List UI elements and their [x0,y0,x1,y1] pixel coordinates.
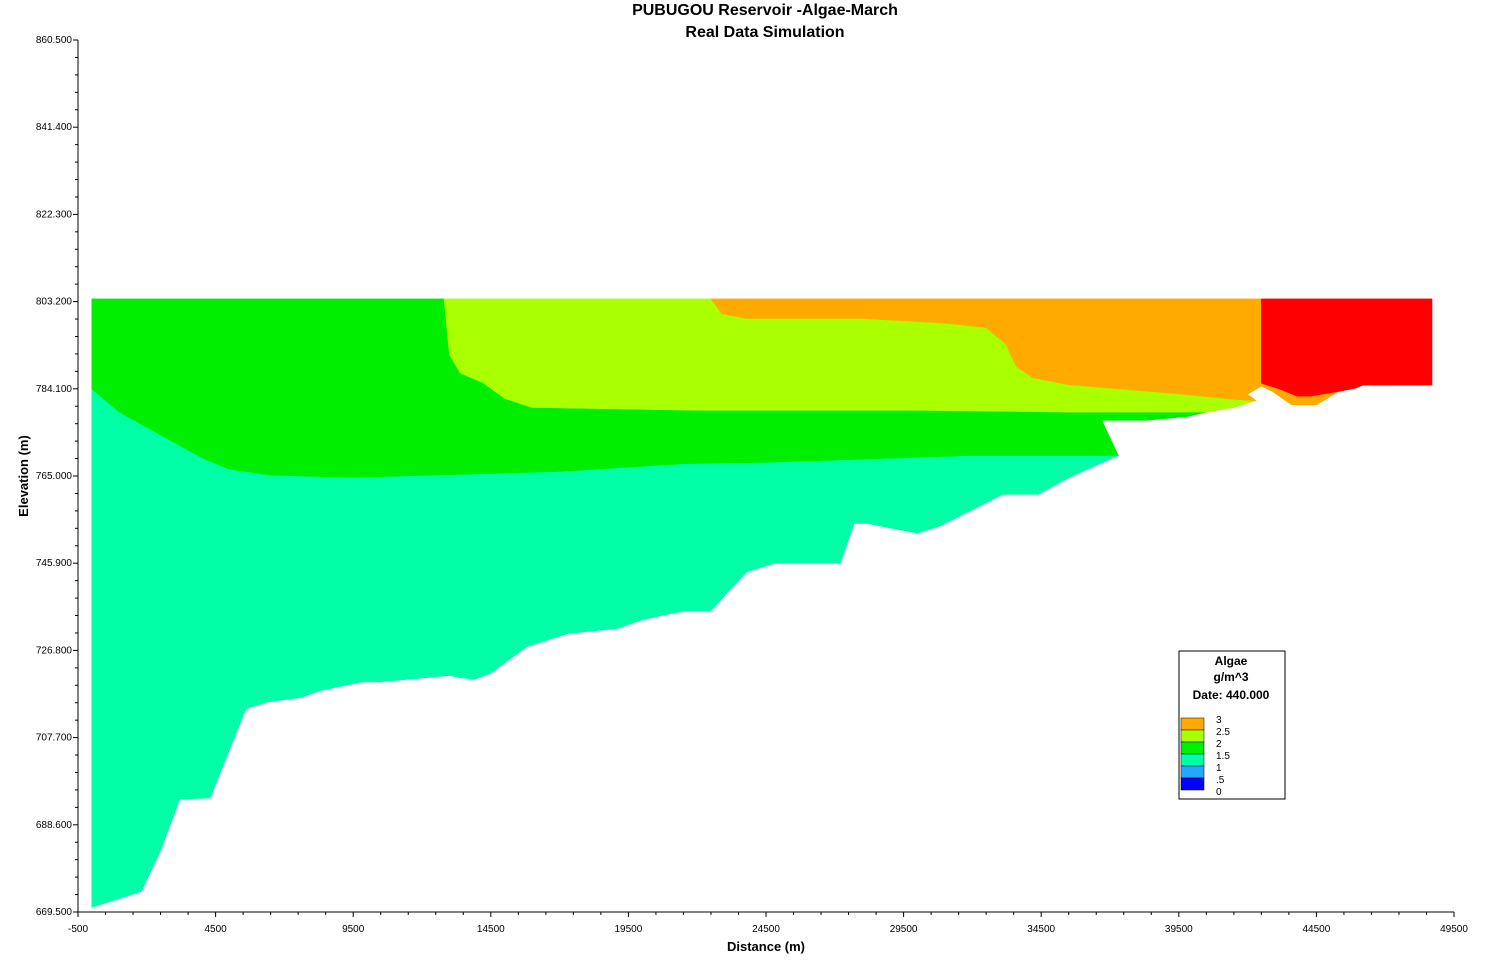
contour-regions [91,298,1433,908]
y-tick-label: 784.100 [36,384,73,395]
legend-label: 2 [1216,739,1222,750]
y-tick-label: 707.700 [36,733,73,744]
x-tick-label: -500 [68,924,88,935]
legend-items: 32.521.51.50 [1180,715,1230,798]
y-tick-label: 745.900 [36,558,73,569]
x-tick-label: 9500 [342,924,365,935]
y-tick-label: 669.500 [36,907,73,918]
x-tick-label: 4500 [204,924,227,935]
legend-swatch [1180,741,1205,755]
chart-subtitle: Real Data Simulation [685,24,844,41]
x-tick-label: 24500 [752,924,780,935]
contour-region-above-3 [1261,298,1433,397]
y-tick-label: 726.800 [36,645,73,656]
x-tick-label: 29500 [890,924,918,935]
legend-swatch [1180,729,1205,743]
x-tick-label: 19500 [614,924,642,935]
axes: 669.500 688.600 707.700 726.800 745.900 765.0… [36,35,1468,935]
legend-label: 2.5 [1216,727,1230,738]
legend-swatch [1180,765,1205,779]
legend-swatch [1180,717,1205,731]
x-tick-label: 14500 [477,924,505,935]
x-tick-label: 49500 [1440,924,1468,935]
legend-label: 0 [1216,787,1222,798]
legend-unit: g/m^3 [1213,670,1248,684]
legend-label: 3 [1216,715,1222,726]
y-tick-label: 765.000 [36,471,73,482]
legend-label: .5 [1216,775,1225,786]
y-axis-title: Elevation (m) [16,435,31,517]
chart-title: PUBUGOU Reservoir -Algae-March [632,2,898,19]
y-tick-label: 841.400 [36,122,73,133]
y-tick-label: 803.200 [36,297,73,308]
x-tick-label: 39500 [1165,924,1193,935]
legend-label: 1 [1216,763,1222,774]
legend-label: 1.5 [1216,751,1230,762]
legend: Algae g/m^3 Date: 440.000 32.521.51.50 [1178,650,1286,800]
x-tick-label: 44500 [1302,924,1330,935]
y-tick-label: 688.600 [36,820,73,831]
x-axis-title: Distance (m) [727,939,805,954]
x-ticks: -500 4500 9500 14500 19500 24500 29500 34500 395… [68,912,1468,935]
y-tick-label: 822.300 [36,209,73,220]
x-tick-label: 34500 [1027,924,1055,935]
legend-date: Date: 440.000 [1193,688,1270,702]
legend-swatch [1180,777,1205,791]
y-ticks: 669.500 688.600 707.700 726.800 745.900 765.0… [36,35,78,918]
legend-title: Algae [1215,654,1248,668]
y-tick-label: 860.500 [36,35,73,46]
legend-swatch [1180,753,1205,767]
